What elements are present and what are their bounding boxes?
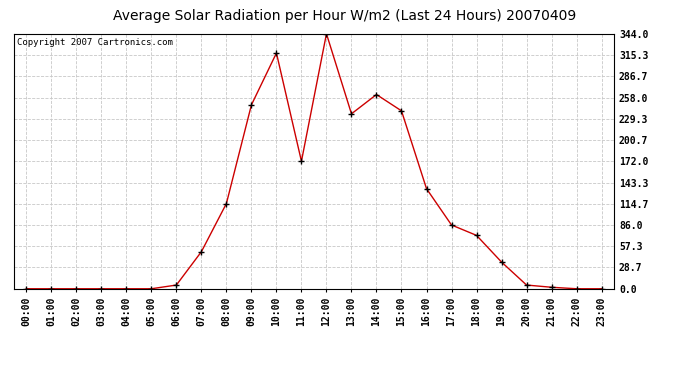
Text: Copyright 2007 Cartronics.com: Copyright 2007 Cartronics.com xyxy=(17,38,172,46)
Text: Average Solar Radiation per Hour W/m2 (Last 24 Hours) 20070409: Average Solar Radiation per Hour W/m2 (L… xyxy=(113,9,577,23)
